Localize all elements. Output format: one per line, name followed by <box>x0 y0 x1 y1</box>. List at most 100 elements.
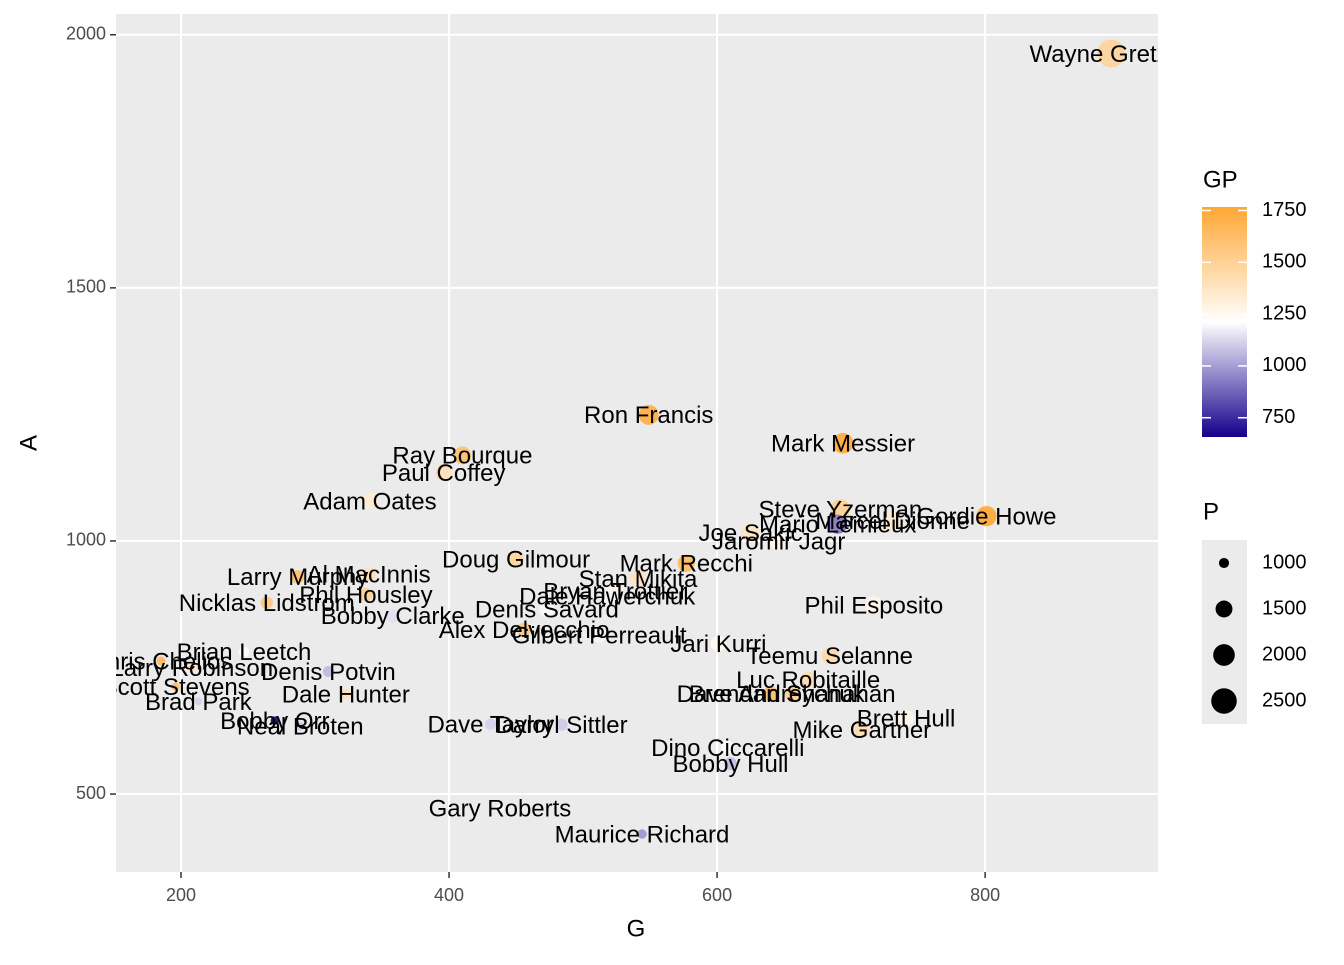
colorbar-label: 1500 <box>1262 251 1307 273</box>
colorbar-label: 1000 <box>1262 354 1307 376</box>
point-label: Phil Esposito <box>805 593 944 620</box>
point-label: Brian Leetch <box>177 639 312 666</box>
point-label: Denis Potvin <box>261 659 396 686</box>
size-legend-label: 2500 <box>1262 689 1307 711</box>
point <box>763 686 779 702</box>
point-label: Denis Savard <box>475 597 619 624</box>
point-label: Bobby Orr <box>220 708 329 735</box>
colorbar-label: 1250 <box>1262 302 1307 324</box>
point <box>976 505 997 527</box>
point <box>539 601 555 617</box>
y-tick-label: 2000 <box>66 24 106 44</box>
legend-point <box>1211 688 1237 714</box>
point-label: Steve Yzerman <box>759 496 923 523</box>
legend-point <box>1213 644 1235 666</box>
y-tick-label: 500 <box>76 783 106 803</box>
point-label: Dale Hawerchuk <box>519 583 696 610</box>
point <box>898 710 914 726</box>
point-label: Adam Oates <box>303 488 436 515</box>
legend-point <box>1218 557 1230 569</box>
point-label: Mark Messier <box>771 431 915 458</box>
size-legend-title: P <box>1203 498 1219 525</box>
point-label: Teemu Selanne <box>746 643 913 670</box>
point <box>828 514 848 534</box>
point-label: Jaromir Jagr <box>712 528 845 555</box>
point-label: Bobby Hull <box>672 751 788 778</box>
colorbar-label: 1750 <box>1262 199 1307 221</box>
point-label: Larry Robinson <box>110 655 273 682</box>
color-legend-title: GP <box>1203 166 1238 193</box>
point <box>495 804 505 813</box>
point <box>386 609 400 623</box>
point <box>769 531 788 551</box>
point <box>359 587 373 602</box>
point <box>322 666 334 678</box>
point <box>832 432 854 454</box>
point-label: Mark Recchi <box>620 551 753 578</box>
point <box>599 588 616 605</box>
point <box>629 570 647 587</box>
point <box>156 656 166 666</box>
point-label: Brett Hull <box>857 705 956 732</box>
point <box>290 570 305 584</box>
point <box>741 523 760 543</box>
panel <box>116 14 1158 872</box>
point <box>724 757 737 771</box>
point <box>516 622 532 637</box>
point <box>238 646 250 658</box>
point-label: Brad Park <box>145 689 253 716</box>
point-label: Bobby Clarke <box>321 603 465 630</box>
point-label: Joe Sakic <box>699 520 803 547</box>
point <box>864 596 883 615</box>
point-label: Gilbert Perreault <box>512 622 687 649</box>
point <box>854 722 870 738</box>
point <box>800 671 817 688</box>
point <box>882 510 903 531</box>
point-label: Doug Gilmour <box>442 547 590 574</box>
point-label: Dave Andreychuk <box>677 681 866 708</box>
point <box>361 492 378 509</box>
point <box>1097 39 1126 68</box>
plot-layer: Wayne Gretzky Ron Francis Mark Messier Ray … <box>90 39 1158 848</box>
point <box>784 686 800 702</box>
x-tick-label: 600 <box>702 885 732 905</box>
point <box>187 662 197 673</box>
point <box>591 627 607 643</box>
x-axis-label: G <box>627 915 646 942</box>
colorbar-label: 750 <box>1262 406 1295 428</box>
point <box>270 716 280 725</box>
point-label: Luc Robitaille <box>736 667 880 694</box>
point <box>637 829 647 839</box>
point-label: Larry Murphy <box>227 564 368 591</box>
point <box>721 740 735 755</box>
point-label: Marcel Dionne <box>815 508 970 535</box>
point <box>435 463 453 482</box>
point <box>677 554 695 572</box>
x-tick-label: 800 <box>970 885 1000 905</box>
point <box>710 635 727 652</box>
point-label: Brendan Shanahan <box>689 681 896 708</box>
point-label: Gordie Howe <box>916 503 1056 530</box>
point <box>484 718 497 730</box>
point-label: Ron Francis <box>584 402 713 429</box>
point-label: Jari Kurri <box>670 631 766 658</box>
y-tick-label: 1000 <box>66 530 106 550</box>
colorbar <box>1202 207 1247 437</box>
point-label: Darryl Sittler <box>496 712 628 739</box>
point-label: Alex Delvecchio <box>439 617 610 644</box>
point-label: Dino Ciccarelli <box>651 735 804 762</box>
point-label: Ray Bourque <box>392 443 532 470</box>
size-legend-label: 1500 <box>1262 597 1307 619</box>
point <box>340 689 352 700</box>
x-tick-label: 200 <box>166 885 196 905</box>
point <box>361 567 376 582</box>
size-legend-label: 2000 <box>1262 643 1307 665</box>
point <box>555 718 568 731</box>
legend-point <box>1215 600 1233 618</box>
point-label: Paul Coffey <box>382 460 506 487</box>
point <box>260 596 273 609</box>
point-label: Neal Broten <box>237 714 364 741</box>
point-label: Stan Mikita <box>579 566 698 593</box>
point-label: Chris Chelios <box>90 648 233 675</box>
